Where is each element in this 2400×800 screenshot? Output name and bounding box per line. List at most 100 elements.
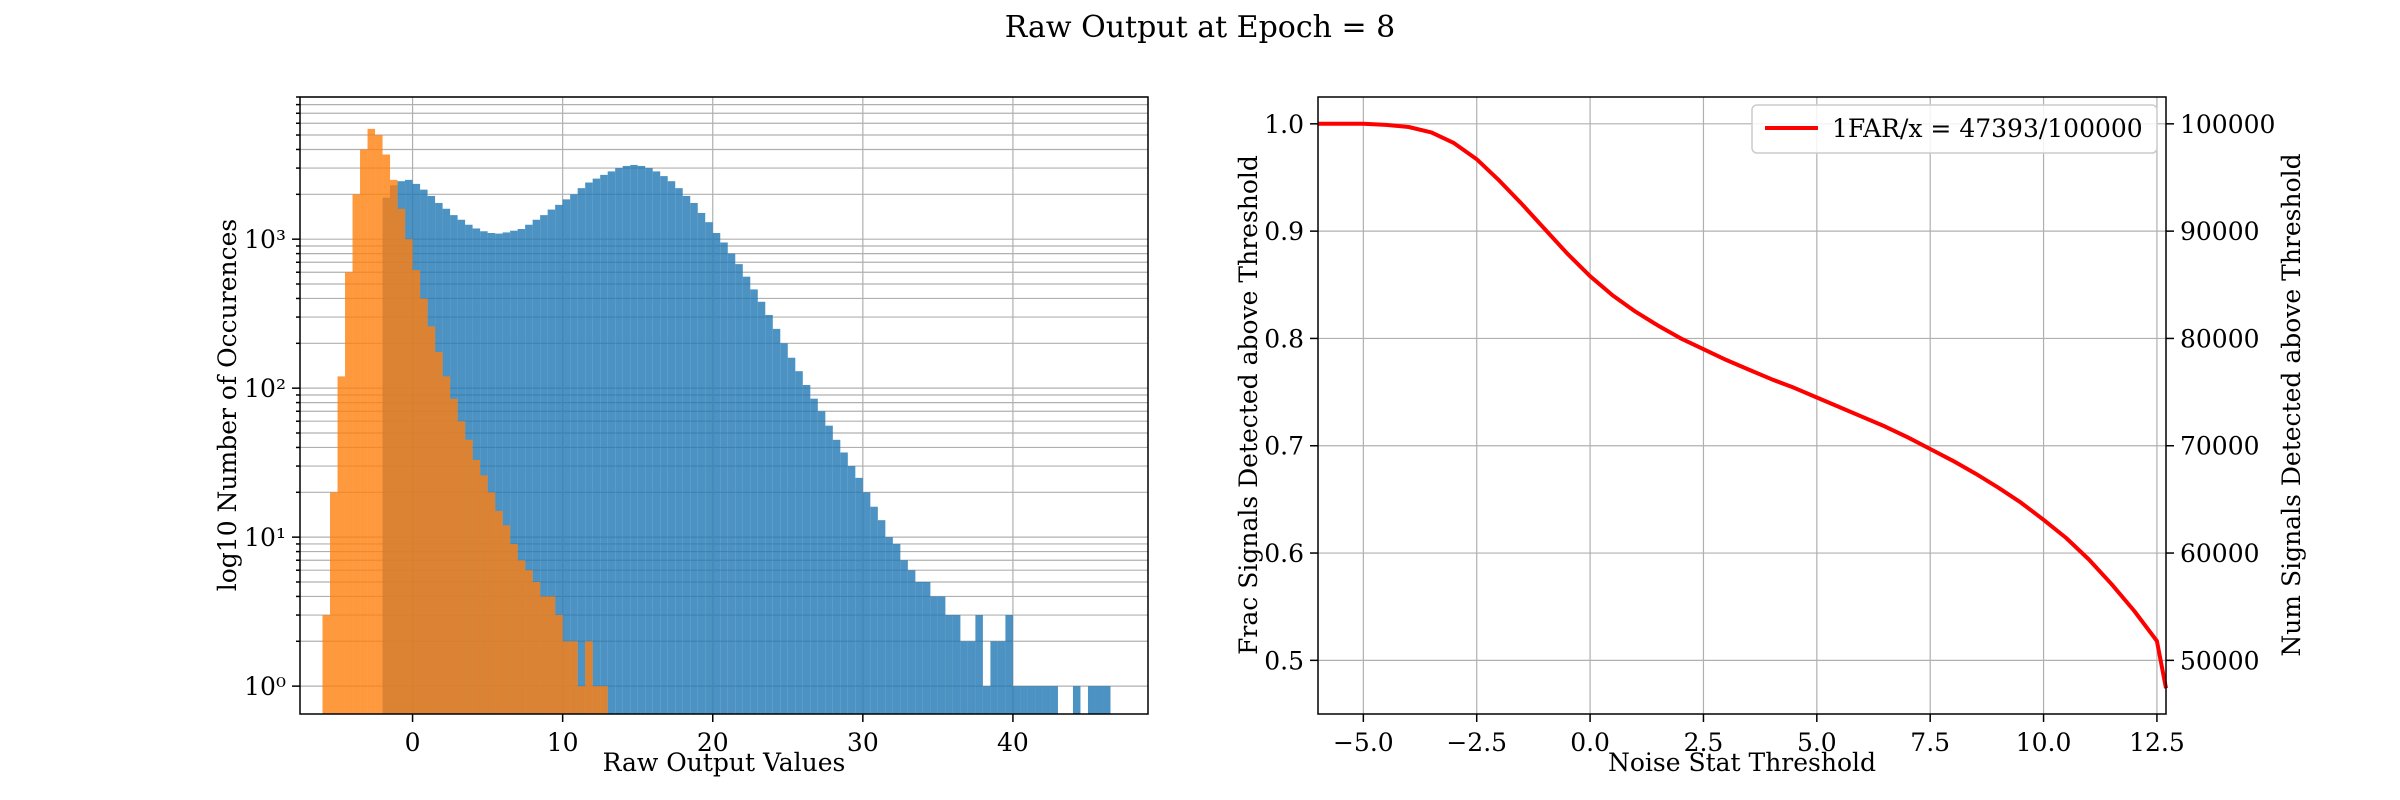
threshold-right-y-tick-label: 70000	[2180, 432, 2260, 461]
histogram-bar-blue	[997, 641, 1006, 714]
threshold-left-y-tick-label: 0.6	[1264, 539, 1304, 568]
histogram-bar-blue	[990, 641, 998, 714]
histogram-bar-blue	[615, 168, 623, 715]
histogram-bar-blue	[697, 212, 706, 714]
threshold-panel: −5.0 −2.5 0.0 2.5 5.0 7.5 10.0 12.5 0.5 0.6 0.7 0.8…	[1234, 96, 2306, 777]
histogram-bar-blue	[637, 165, 646, 714]
threshold-right-y-tick-label: 90000	[2180, 217, 2260, 246]
histogram-x-tick-label: 40	[997, 728, 1029, 757]
threshold-x-tick-label: 5.0	[1797, 728, 1837, 757]
threshold-ticks: −5.0 −2.5 0.0 2.5 5.0 7.5 10.0 12.5 0.5 0.6 0.7 0.8…	[1264, 110, 2275, 757]
histogram-bar-blue	[607, 171, 616, 714]
histogram-bar-orange	[570, 641, 578, 714]
histogram-bar-orange	[352, 194, 361, 714]
histogram-bar-blue	[825, 425, 833, 714]
histogram-bar-orange	[390, 179, 398, 714]
threshold-x-tick-label: 0.0	[1570, 728, 1610, 757]
detection-fraction-line	[1318, 121, 2168, 689]
histogram-bar-blue	[937, 596, 946, 714]
threshold-right-y-tick-label: 100000	[2180, 110, 2275, 139]
histogram-bar-blue	[982, 686, 991, 714]
histogram-bar-blue	[1102, 686, 1111, 714]
histogram-bar-orange	[345, 272, 353, 714]
histogram-bar-orange	[480, 475, 488, 714]
threshold-x-tick-label: 10.0	[2016, 728, 2072, 757]
histogram-bar-orange	[405, 239, 413, 714]
histogram-bar-blue	[525, 224, 533, 714]
histogram-y-tick-label: 10³	[244, 225, 286, 254]
histogram-bar-blue	[592, 178, 601, 714]
histogram-bars	[322, 128, 1111, 715]
histogram-bar-blue	[547, 209, 556, 714]
histogram-bar-blue	[1005, 615, 1013, 714]
histogram-y-tick-label: 10¹	[244, 523, 286, 552]
histogram-bar-blue	[660, 176, 668, 714]
histogram-frame	[299, 96, 1149, 715]
histogram-bar-orange	[442, 376, 451, 714]
threshold-x-tick-label: 12.5	[2129, 728, 2185, 757]
histogram-bar-orange	[420, 298, 428, 714]
histogram-bar-orange	[397, 208, 406, 714]
histogram-bar-blue	[510, 230, 518, 714]
threshold-right-y-tick-label: 50000	[2180, 646, 2260, 675]
histogram-bar-blue	[787, 357, 796, 714]
histogram-bar-blue	[735, 264, 743, 714]
histogram-bar-blue	[922, 581, 931, 714]
histogram-bar-blue	[870, 506, 878, 714]
histogram-bar-orange	[322, 615, 331, 714]
histogram-bar-blue	[562, 199, 571, 715]
histogram-bar-orange	[502, 525, 511, 714]
histogram-bar-blue	[727, 253, 736, 714]
histogram-bar-blue	[487, 233, 496, 714]
histogram-bar-blue	[667, 181, 676, 714]
histogram-bar-blue	[622, 165, 631, 714]
threshold-x-tick-label: 7.5	[1910, 728, 1950, 757]
histogram-bar-blue	[952, 615, 961, 714]
histogram-y-tick-label: 10²	[244, 374, 286, 403]
legend: 1FAR/x = 47393/100000	[1751, 104, 2158, 154]
histogram-bar-blue	[742, 276, 751, 714]
histogram-bar-orange	[465, 439, 473, 714]
histogram-bar-blue	[877, 520, 886, 714]
histogram-bar-blue	[682, 195, 691, 715]
histogram-bar-blue	[652, 171, 661, 714]
histogram-bar-orange	[562, 641, 571, 714]
legend-box	[1751, 104, 2158, 154]
histogram-x-tick-label: 30	[847, 728, 879, 757]
histogram-bar-blue	[1087, 686, 1096, 714]
threshold-left-y-tick-label: 0.8	[1264, 324, 1304, 353]
histogram-bar-orange	[495, 510, 503, 714]
histogram-bar-blue	[945, 615, 953, 714]
histogram-bar-orange	[525, 570, 533, 714]
histogram-bar-blue	[712, 233, 721, 714]
threshold-x-axis-label: Noise Stat Threshold	[1608, 748, 1876, 777]
histogram-bar-blue	[600, 174, 608, 714]
histogram-bar-blue	[765, 314, 773, 714]
histogram-bar-blue	[480, 231, 488, 715]
histogram-bar-blue	[577, 188, 586, 714]
histogram-x-tick-label: 10	[547, 728, 579, 757]
histogram-bar-blue	[855, 477, 863, 714]
histogram-bar-orange	[555, 615, 563, 714]
histogram-bar-blue	[975, 615, 983, 714]
histogram-bar-orange	[600, 686, 608, 714]
histogram-bar-orange	[375, 135, 383, 714]
histogram-bar-blue	[810, 398, 818, 714]
threshold-x-tick-label: 2.5	[1684, 728, 1724, 757]
histogram-bar-blue	[570, 194, 578, 714]
threshold-right-y-tick-label: 60000	[2180, 539, 2260, 568]
histogram-bar-blue	[772, 328, 781, 714]
threshold-x-tick-label: −5.0	[1333, 728, 1394, 757]
histogram-ticks: 0 10 20 30 40 10⁰ 10¹ 10² 10³	[244, 96, 1029, 757]
histogram-bar-blue	[555, 204, 563, 715]
histogram-bar-orange	[367, 128, 376, 714]
histogram-bar-orange	[427, 326, 436, 714]
histogram-bar-orange	[337, 376, 346, 714]
histogram-bar-blue	[757, 301, 766, 714]
histogram-bar-blue	[817, 411, 826, 714]
histogram-bar-blue	[645, 168, 653, 715]
threshold-left-y-tick-label: 0.7	[1264, 432, 1304, 461]
histogram-bar-orange	[577, 686, 586, 714]
